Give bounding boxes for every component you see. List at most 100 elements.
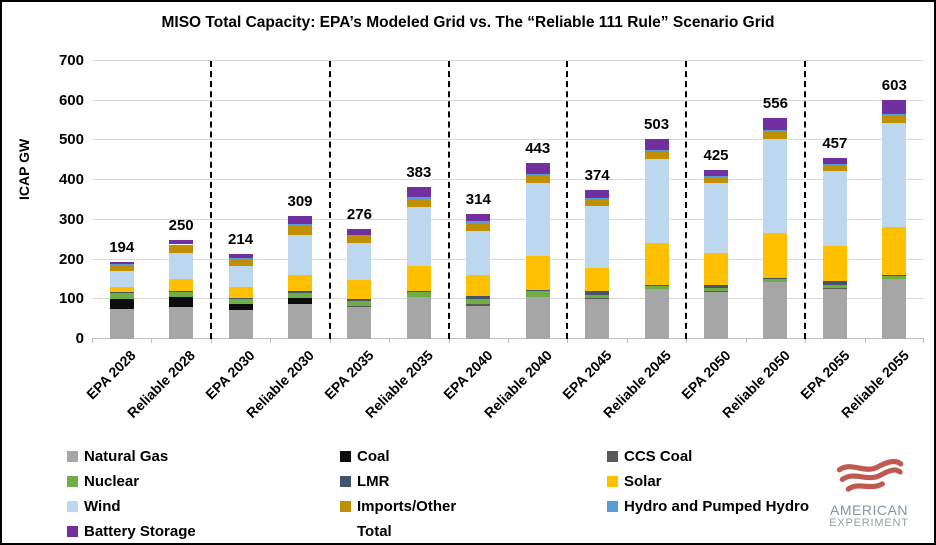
bar-segment-natural-gas: [644, 288, 669, 339]
bar-segment-hydro-and-pumped-hydro: [644, 149, 669, 152]
bar-segment-natural-gas: [525, 296, 550, 339]
legend-label: Coal: [357, 448, 390, 465]
bar-segment-solar: [109, 286, 134, 293]
bar-segment-imports-other: [228, 259, 253, 267]
gridline: [92, 258, 924, 260]
bar-segment-wind: [466, 231, 491, 276]
bar-segment-battery-storage: [882, 99, 907, 114]
x-axis-label: EPA 2045: [559, 347, 615, 403]
bar-segment-hydro-and-pumped-hydro: [228, 258, 253, 260]
legend-swatch: [607, 451, 618, 462]
x-axis-label: EPA 2030: [202, 347, 258, 403]
bar-segment-natural-gas: [288, 304, 312, 339]
bar-total-label: 457: [822, 134, 848, 152]
y-tick-label: 0: [75, 330, 84, 347]
bar-segment-solar: [169, 279, 194, 291]
bar-segment-nuclear: [882, 275, 907, 280]
bar-segment-coal: [228, 304, 253, 311]
x-axis-tick: [329, 339, 331, 343]
bar-segment-hydro-and-pumped-hydro: [525, 174, 550, 177]
bar-segment-wind: [288, 234, 312, 275]
x-axis-label: EPA 2040: [440, 347, 496, 403]
bar-segment-solar: [406, 266, 431, 291]
legend-swatch: [67, 451, 78, 462]
x-axis-label: EPA 2050: [677, 347, 734, 403]
x-axis-tick: [923, 339, 924, 343]
group-separator-line: [685, 61, 688, 339]
bar-segment-battery-storage: [347, 229, 372, 235]
legend-swatch: [67, 526, 78, 537]
x-axis-tick: [448, 339, 450, 343]
bar-segment-wind: [644, 158, 669, 243]
y-tick-label: 600: [58, 91, 84, 109]
bar-segment-wind: [406, 206, 431, 267]
legend-label: Battery Storage: [84, 523, 196, 540]
bar-segment-natural-gas: [822, 288, 847, 339]
bar-segment-solar: [288, 274, 312, 292]
bar-segment-natural-gas: [882, 279, 907, 339]
legend-label: CCS Coal: [624, 448, 693, 465]
bar-segment-nuclear: [466, 298, 491, 305]
bar-segment-nuclear: [406, 292, 431, 298]
y-tick-label: 400: [58, 171, 84, 189]
bar-segment-battery-storage: [406, 186, 431, 198]
bar-segment-solar: [228, 287, 253, 298]
legend-label: LMR: [357, 473, 390, 490]
legend-swatch: [67, 476, 78, 487]
bar-segment-nuclear: [288, 292, 312, 298]
bar-segment-wind: [169, 253, 194, 280]
bar-segment-imports-other: [644, 151, 669, 159]
bar-total-label: 443: [525, 140, 551, 158]
bar-total-label: 214: [228, 231, 254, 249]
legend-swatch: [340, 451, 351, 462]
y-tick-label: 100: [58, 290, 84, 308]
bar-segment-hydro-and-pumped-hydro: [882, 113, 907, 116]
bar-segment-natural-gas: [466, 305, 491, 339]
x-axis-tick: [745, 339, 747, 343]
x-axis-tick: [92, 339, 93, 343]
bar-segment-nuclear: [822, 284, 847, 288]
bar-segment-imports-other: [406, 198, 431, 207]
gridline: [92, 60, 924, 61]
plot-area: 194 250 214 309 276 383 314 443 374 503 425 556 457 6…: [92, 60, 924, 339]
bar-segment-natural-gas: [169, 307, 194, 339]
bar-segment-coal: [109, 298, 134, 309]
bar-segment-nuclear: [228, 298, 253, 305]
bar-total-label: 603: [881, 76, 907, 94]
bar-segment-solar: [466, 275, 491, 296]
bar-segment-wind: [347, 242, 372, 281]
bar-total-label: 309: [287, 193, 313, 211]
bar-segment-hydro-and-pumped-hydro: [704, 176, 728, 178]
bar-segment-solar: [704, 252, 728, 285]
bar-segment-ccs-coal: [822, 287, 847, 289]
bar-segment-imports-other: [525, 176, 550, 183]
bar-segment-hydro-and-pumped-hydro: [585, 197, 610, 200]
x-axis-tick: [151, 339, 153, 343]
legend-swatch: [607, 501, 618, 512]
bar-segment-hydro-and-pumped-hydro: [406, 197, 431, 199]
bar-segment-lmr: [466, 295, 491, 299]
bar-segment-battery-storage: [228, 254, 253, 258]
legend-label: Solar: [624, 473, 662, 490]
bar-segment-coal: [288, 297, 312, 305]
bar-segment-lmr: [763, 277, 788, 280]
bar-segment-natural-gas: [585, 298, 610, 339]
bar-segment-solar: [822, 246, 847, 282]
bar-total-label: 383: [406, 163, 432, 181]
x-axis-tick: [270, 339, 272, 343]
bar-segment-ccs-coal: [347, 306, 372, 308]
y-tick-label: 500: [58, 131, 84, 149]
bar-total-label: 276: [346, 206, 372, 224]
group-separator-line: [209, 61, 212, 339]
legend-swatch: [340, 476, 351, 487]
bar-segment-wind: [109, 271, 134, 287]
bar-segment-lmr: [585, 291, 610, 295]
bar-segment-battery-storage: [644, 139, 669, 150]
flag-icon: [836, 458, 904, 492]
bar-segment-wind: [882, 122, 907, 227]
group-separator-line: [328, 61, 331, 339]
bar-segment-imports-other: [763, 132, 788, 139]
bar-segment-battery-storage: [704, 170, 728, 177]
bar-segment-lmr: [822, 281, 847, 285]
